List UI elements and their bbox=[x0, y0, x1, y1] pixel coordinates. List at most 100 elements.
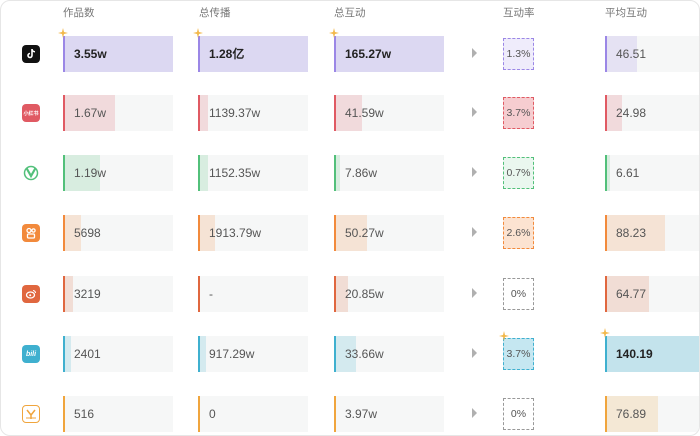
avg-value: 6.61 bbox=[616, 166, 640, 180]
avg-value: 64.77 bbox=[616, 287, 647, 301]
spread-value: - bbox=[209, 287, 213, 301]
works-cell: 1.67w bbox=[63, 95, 173, 131]
interaction-value: 165.27w bbox=[345, 47, 392, 61]
spread-bar-edge bbox=[198, 276, 200, 312]
avg-cell: 6.61 bbox=[605, 155, 699, 191]
sparkle-icon bbox=[58, 28, 68, 38]
avg-value: 24.98 bbox=[616, 106, 647, 120]
works-cell: 3.55w bbox=[58, 28, 173, 72]
bilibili-logo-text: bili bbox=[25, 350, 37, 358]
spread-cell: 0 bbox=[198, 396, 308, 432]
rate-cell: 2.6% bbox=[503, 217, 534, 249]
xiaohongshu-logo-text: 小红书 bbox=[23, 110, 39, 117]
interaction-cell: 41.59w bbox=[334, 95, 444, 131]
works-bar-edge bbox=[63, 396, 65, 432]
spread-bar-fill bbox=[198, 36, 308, 72]
interaction-cell: 20.85w bbox=[334, 276, 444, 312]
interaction-bar-fill bbox=[334, 215, 367, 251]
expand-arrow-icon[interactable] bbox=[472, 48, 477, 58]
interaction-bar-fill bbox=[334, 36, 444, 72]
works-bar-fill bbox=[63, 276, 73, 312]
expand-arrow-icon[interactable] bbox=[472, 227, 477, 237]
works-bar-edge bbox=[63, 36, 65, 72]
works-value: 1.67w bbox=[74, 106, 107, 120]
expand-arrow-icon[interactable] bbox=[472, 348, 477, 358]
works-bar-fill bbox=[63, 36, 173, 72]
works-bar-fill bbox=[63, 155, 101, 191]
spread-cell: 1139.37w bbox=[198, 95, 308, 131]
spread-bar-edge bbox=[198, 36, 200, 72]
interaction-value: 41.59w bbox=[345, 106, 384, 120]
avg-bar-edge bbox=[605, 215, 607, 251]
interaction-cell: 3.97w bbox=[334, 396, 444, 432]
works-cell: 1.19w bbox=[63, 155, 173, 191]
works-bar-edge bbox=[63, 155, 65, 191]
avg-value: 76.89 bbox=[616, 407, 647, 421]
spread-bar-edge bbox=[198, 336, 200, 372]
rate-value: 2.6% bbox=[506, 227, 531, 239]
avg-cell: 88.23 bbox=[605, 215, 699, 251]
interaction-cell: 7.86w bbox=[334, 155, 444, 191]
spread-value: 917.29w bbox=[209, 347, 255, 361]
spread-bar-edge bbox=[198, 95, 200, 131]
interaction-bar-edge bbox=[334, 155, 336, 191]
works-bar-fill bbox=[63, 95, 115, 131]
works-value: 3219 bbox=[74, 287, 101, 301]
interaction-cell: 50.27w bbox=[334, 215, 444, 251]
avg-cell: 46.51 bbox=[605, 36, 699, 72]
rate-value: 0% bbox=[510, 408, 527, 420]
table-row: 1.19w 1152.35w 7.86w 6.61 0.7% bbox=[1, 155, 699, 191]
works-bar-edge bbox=[63, 336, 65, 372]
spread-bar-edge bbox=[198, 396, 200, 432]
spread-value: 1.28亿 bbox=[209, 47, 245, 61]
avg-bar-fill bbox=[605, 336, 699, 372]
table-row: 3219 - 20.85w 64.77 0% bbox=[1, 276, 699, 312]
expand-arrow-icon[interactable] bbox=[472, 107, 477, 117]
avg-bar-edge bbox=[605, 396, 607, 432]
avg-value: 46.51 bbox=[616, 47, 647, 61]
avg-bar-edge bbox=[605, 95, 607, 131]
interaction-bar-fill bbox=[334, 336, 356, 372]
sparkle-icon bbox=[600, 328, 610, 338]
rate-cell: 1.3% bbox=[503, 38, 534, 70]
works-value: 2401 bbox=[74, 347, 101, 361]
spread-value: 1139.37w bbox=[209, 106, 261, 120]
spread-bar-fill bbox=[198, 155, 208, 191]
expand-arrow-icon[interactable] bbox=[472, 167, 477, 177]
table-header: 作品数 总传播 总互动 互动率 平均互动 bbox=[1, 5, 699, 21]
works-bar-edge bbox=[63, 215, 65, 251]
header-works: 作品数 bbox=[63, 7, 95, 19]
avg-bar-edge bbox=[605, 36, 607, 72]
avg-value: 140.19 bbox=[616, 347, 653, 361]
spread-cell: 1913.79w bbox=[198, 215, 308, 251]
spread-value: 1913.79w bbox=[209, 226, 262, 240]
interaction-bar-edge bbox=[334, 336, 336, 372]
table-row: 3.55w 1.28亿 165.27w 46.51 1.3% bbox=[1, 28, 699, 72]
works-value: 3.55w bbox=[74, 47, 107, 61]
avg-bar-fill bbox=[605, 396, 658, 432]
works-bar-fill bbox=[63, 336, 71, 372]
spread-value: 0 bbox=[209, 407, 216, 421]
avg-bar-fill bbox=[605, 155, 610, 191]
avg-bar-fill bbox=[605, 215, 666, 251]
interaction-value: 20.85w bbox=[345, 287, 384, 301]
avg-bar-edge bbox=[605, 336, 607, 372]
works-value: 516 bbox=[74, 407, 95, 421]
works-bar-edge bbox=[63, 95, 65, 131]
expand-arrow-icon[interactable] bbox=[472, 288, 477, 298]
sparkle-icon bbox=[329, 28, 339, 38]
spread-bar-edge bbox=[198, 215, 200, 251]
rate-value: 3.7% bbox=[506, 348, 531, 360]
avg-cell: 24.98 bbox=[605, 95, 699, 131]
table-row: bili 2401 917.29w 33.66w 140.19 bbox=[1, 328, 699, 372]
works-bar-fill bbox=[63, 215, 81, 251]
rate-cell: 3.7% bbox=[503, 97, 534, 129]
works-cell: 3219 bbox=[63, 276, 173, 312]
interaction-bar-edge bbox=[334, 36, 336, 72]
works-cell: 5698 bbox=[63, 215, 173, 251]
interaction-value: 3.97w bbox=[345, 407, 378, 421]
expand-arrow-icon[interactable] bbox=[472, 408, 477, 418]
header-interaction: 总互动 bbox=[334, 7, 366, 19]
interaction-value: 50.27w bbox=[345, 226, 384, 240]
